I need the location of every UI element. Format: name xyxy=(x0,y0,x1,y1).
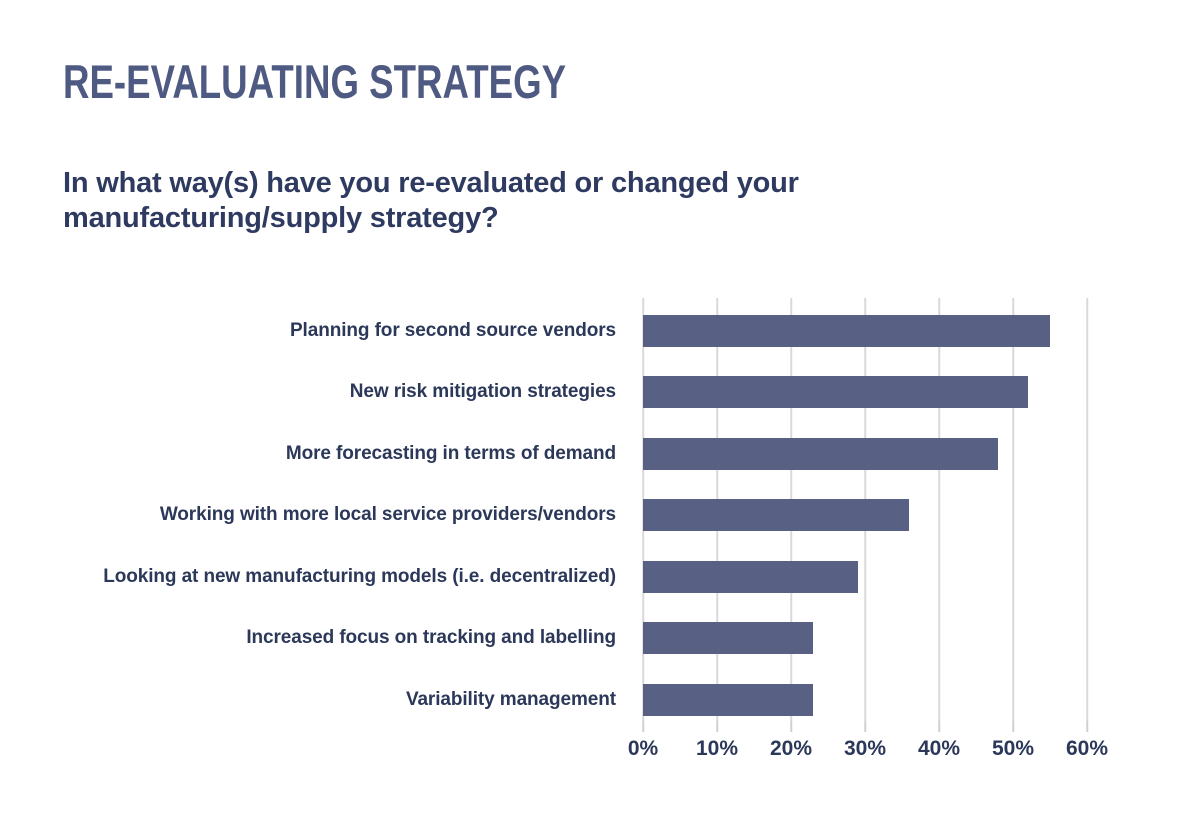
bar xyxy=(643,437,999,470)
axis-tick xyxy=(1086,721,1088,732)
axis-tick xyxy=(938,721,940,732)
category-label: Looking at new manufacturing models (i.e… xyxy=(103,565,616,587)
x-axis-tick-label: 10% xyxy=(695,737,739,760)
axis-tick xyxy=(1012,721,1014,732)
x-axis-tick-label: 0% xyxy=(627,737,659,760)
axis-tick xyxy=(864,721,866,732)
bar-rows: Planning for second source vendors New ri… xyxy=(0,300,1200,732)
bar-row: Working with more local service provider… xyxy=(0,485,1200,547)
bar-row: Planning for second source vendors xyxy=(0,300,1200,362)
bar-row: Increased focus on tracking and labellin… xyxy=(0,608,1200,670)
category-label: Increased focus on tracking and labellin… xyxy=(246,627,616,649)
gridline xyxy=(1012,298,1014,721)
page-title: RE-EVALUATING STRATEGY xyxy=(63,55,567,108)
category-label: More forecasting in terms of demand xyxy=(285,442,616,464)
category-label: New risk mitigation strategies xyxy=(349,381,616,403)
bar xyxy=(643,376,1028,409)
x-axis-tick-label: 40% xyxy=(917,737,961,760)
bar xyxy=(643,683,814,716)
gridline xyxy=(1086,298,1088,721)
axis-tick xyxy=(790,721,792,732)
bar-row: More forecasting in terms of demand xyxy=(0,423,1200,485)
x-axis-labels: 0% 10% 20% 30% 40% 50% 60% xyxy=(628,737,1108,767)
bar xyxy=(643,499,910,532)
x-axis-tick-label: 60% xyxy=(1065,737,1109,760)
category-label: Working with more local service provider… xyxy=(159,504,616,526)
x-axis-tick-label: 20% xyxy=(769,737,813,760)
bar-row: New risk mitigation strategies xyxy=(0,362,1200,424)
gridline xyxy=(938,298,940,721)
x-axis-tick-label: 30% xyxy=(843,737,887,760)
category-label: Planning for second source vendors xyxy=(289,319,616,341)
axis-tick xyxy=(716,721,718,732)
chart-question: In what way(s) have you re-evaluated or … xyxy=(63,167,799,234)
axis-tick xyxy=(642,721,644,732)
bar xyxy=(643,560,858,593)
category-label: Variability management xyxy=(405,688,616,710)
bar xyxy=(643,314,1050,347)
axis-tickmarks xyxy=(642,721,1088,732)
bar-row: Looking at new manufacturing models (i.e… xyxy=(0,546,1200,608)
bar-row: Variability management xyxy=(0,669,1200,731)
x-axis-tick-label: 50% xyxy=(991,737,1035,760)
bar xyxy=(643,622,814,655)
